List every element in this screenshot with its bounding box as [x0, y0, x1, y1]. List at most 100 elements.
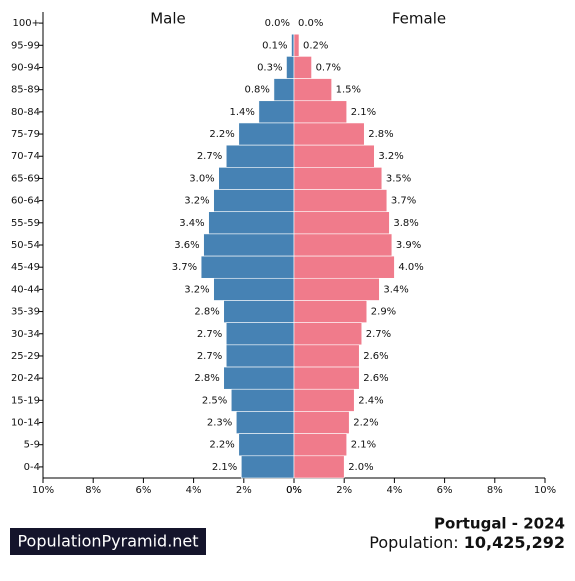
value-label: 2.2% [209, 440, 234, 451]
bar [200, 255, 295, 279]
bar [223, 366, 295, 390]
value-label: 3.2% [184, 284, 209, 295]
bar [223, 300, 295, 323]
value-label: 0.8% [245, 85, 270, 96]
value-label: 2.6% [363, 351, 388, 362]
y-tick-label: 60-64 [11, 196, 40, 207]
value-label: 2.9% [371, 307, 396, 318]
value-label: 3.0% [189, 173, 214, 184]
value-label: 2.1% [351, 107, 376, 118]
bar [293, 322, 363, 346]
y-tick-label: 20-24 [11, 373, 40, 384]
bar [208, 211, 295, 235]
y-tick-label: 95-99 [11, 40, 40, 51]
bar [203, 233, 295, 257]
y-tick-label: 5-9 [24, 440, 40, 451]
bar [293, 388, 355, 412]
value-label: 2.3% [207, 418, 232, 429]
value-label: 2.6% [363, 373, 388, 384]
y-tick-label: 25-29 [11, 351, 40, 362]
value-label: 3.2% [378, 151, 403, 162]
population-label: Population: [369, 533, 458, 552]
legend-label: Female [392, 10, 446, 28]
bar [238, 122, 295, 146]
bar [293, 167, 383, 190]
y-tick-label: 15-19 [11, 395, 40, 406]
y-tick-label: 30-34 [11, 329, 40, 340]
bar [213, 189, 295, 213]
y-tick-label: 40-44 [11, 284, 40, 295]
bar [225, 344, 295, 368]
bar [273, 78, 295, 102]
bar [240, 455, 295, 479]
bar [218, 167, 295, 190]
value-label: 0.3% [257, 62, 282, 73]
bar [230, 388, 295, 412]
value-label: 3.8% [393, 218, 418, 229]
x-tick-label: 2% [336, 485, 352, 496]
value-label: 3.4% [179, 218, 204, 229]
value-label: 3.7% [172, 262, 197, 273]
population: Population: 10,425,292 [369, 533, 565, 552]
bar [293, 211, 390, 235]
x-tick-label: 2% [236, 485, 252, 496]
value-label: 3.7% [391, 196, 416, 207]
x-tick-label: 8% [487, 485, 503, 496]
value-label: 2.1% [212, 462, 237, 473]
bar [225, 144, 295, 168]
bar [213, 277, 295, 301]
value-label: 2.8% [368, 129, 393, 140]
y-tick-label: 70-74 [11, 151, 40, 162]
y-tick-label: 35-39 [11, 307, 40, 318]
bar [293, 233, 393, 257]
brand-box [10, 528, 206, 555]
y-tick-label: 100+ [13, 18, 40, 29]
x-tick-label: 10% [534, 485, 556, 496]
value-label: 1.5% [336, 85, 361, 96]
x-tick-label: 4% [386, 485, 402, 496]
x-tick-label: 10% [32, 485, 54, 496]
legend-label: Male [150, 10, 186, 28]
y-tick-label: 75-79 [11, 129, 40, 140]
x-tick-label: 0% [286, 485, 302, 496]
x-tick-label: 4% [186, 485, 202, 496]
y-tick-label: 0-4 [24, 462, 40, 473]
value-label: 0.7% [316, 62, 341, 73]
bar [293, 366, 360, 390]
bar [286, 56, 295, 79]
y-tick-label: 45-49 [11, 262, 40, 273]
value-label: 2.0% [348, 462, 373, 473]
value-label: 2.7% [197, 351, 222, 362]
value-label: 2.5% [202, 395, 227, 406]
bar [293, 122, 365, 146]
bar [293, 255, 395, 279]
x-tick-label: 0% [286, 485, 302, 496]
value-label: 2.4% [358, 395, 383, 406]
y-tick-label: 85-89 [11, 85, 40, 96]
bar [225, 322, 295, 346]
y-tick-label: 50-54 [11, 240, 40, 251]
value-label: 4.0% [398, 262, 423, 273]
value-label: 3.6% [174, 240, 199, 251]
bar [293, 144, 375, 168]
value-label: 2.7% [366, 329, 391, 340]
value-label: 3.4% [383, 284, 408, 295]
bar [293, 411, 350, 434]
y-tick-label: 80-84 [11, 107, 40, 118]
value-label: 0.0% [265, 18, 290, 29]
value-label: 2.7% [197, 329, 222, 340]
y-tick-label: 65-69 [11, 173, 40, 184]
value-label: 2.7% [197, 151, 222, 162]
value-label: 3.5% [386, 173, 411, 184]
value-label: 0.2% [303, 40, 328, 51]
chart-title: Portugal - 2024 [434, 515, 565, 533]
bar [293, 344, 360, 368]
x-tick-label: 6% [135, 485, 151, 496]
bar [293, 455, 345, 479]
bar [293, 56, 312, 79]
x-tick-label: 6% [437, 485, 453, 496]
population-value: 10,425,292 [464, 533, 565, 552]
value-label: 0.0% [298, 18, 323, 29]
value-label: 3.2% [184, 196, 209, 207]
